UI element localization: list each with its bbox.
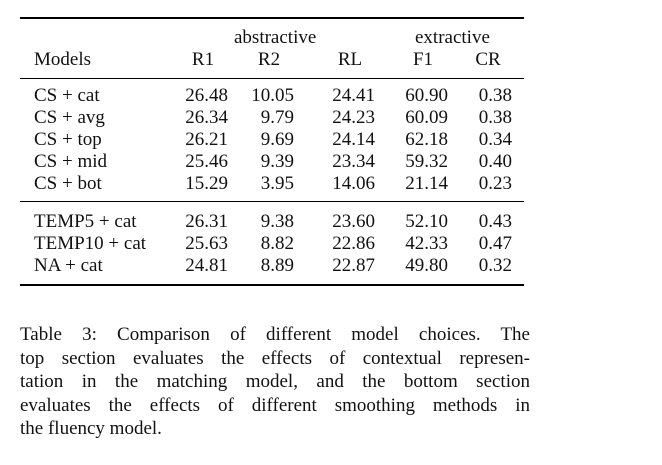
rl-value: 23.60 (332, 211, 375, 232)
model-name: TEMP5 + cat (34, 211, 137, 232)
rl-value: 24.14 (332, 129, 375, 150)
table-top-rule (20, 17, 524, 19)
r1-value: 26.21 (185, 129, 228, 150)
model-name: NA + cat (34, 255, 103, 276)
model-name: CS + cat (34, 85, 100, 106)
r1-value: 25.46 (185, 151, 228, 172)
f1-value: 60.90 (405, 85, 448, 106)
f1-value: 21.14 (405, 173, 448, 194)
column-header-f1: F1 (412, 49, 434, 70)
rl-value: 24.41 (332, 85, 375, 106)
r1-value: 26.31 (185, 211, 228, 232)
table-caption: Table 3: Comparison of different model c… (20, 323, 530, 441)
caption-line: tation in the matching model, and the bo… (20, 371, 530, 393)
extractive-group-header: extractive (415, 27, 490, 48)
rl-value: 23.34 (332, 151, 375, 172)
r2-value: 10.05 (251, 85, 294, 106)
r2-value: 8.89 (260, 255, 294, 276)
f1-value: 60.09 (405, 107, 448, 128)
column-header-r1: R1 (191, 49, 215, 70)
r2-value: 9.39 (260, 151, 294, 172)
r1-value: 26.34 (185, 107, 228, 128)
r1-value: 24.81 (185, 255, 228, 276)
r2-value: 3.95 (260, 173, 294, 194)
caption-line: Table 3: Comparison of different model c… (20, 324, 530, 345)
caption-line: evaluates the effects of different smoot… (20, 394, 530, 416)
cr-value: 0.23 (478, 173, 512, 194)
abstractive-group-header: abstractive (234, 27, 317, 48)
table-section-rule (20, 201, 524, 202)
cr-value: 0.47 (478, 233, 512, 254)
column-header-r2: R2 (257, 49, 281, 70)
model-name: CS + avg (34, 107, 105, 128)
f1-value: 49.80 (405, 255, 448, 276)
cr-value: 0.34 (478, 129, 512, 150)
r2-value: 8.82 (260, 233, 294, 254)
rl-value: 14.06 (332, 173, 375, 194)
r2-value: 9.38 (260, 211, 294, 232)
column-header-rl: RL (337, 49, 363, 70)
column-header-cr: CR (475, 49, 501, 70)
r1-value: 26.48 (185, 85, 228, 106)
f1-value: 42.33 (405, 233, 448, 254)
r2-value: 9.69 (260, 129, 294, 150)
model-name: CS + top (34, 129, 102, 150)
rl-value: 22.87 (332, 255, 375, 276)
f1-value: 52.10 (405, 211, 448, 232)
rl-value: 24.23 (332, 107, 375, 128)
table-header-rule (20, 78, 524, 79)
r1-value: 15.29 (185, 173, 228, 194)
f1-value: 62.18 (405, 129, 448, 150)
rl-value: 22.86 (332, 233, 375, 254)
caption-line: top section evaluates the effects of con… (20, 347, 530, 369)
r1-value: 25.63 (185, 233, 228, 254)
column-header-models: Models (34, 49, 91, 70)
model-name: CS + mid (34, 151, 108, 172)
table-bottom-rule (20, 284, 524, 286)
caption-line: the fluency model. (20, 418, 162, 440)
cr-value: 0.40 (478, 151, 512, 172)
r2-value: 9.79 (260, 107, 294, 128)
model-name: CS + bot (34, 173, 102, 194)
cr-value: 0.38 (478, 85, 512, 106)
model-name: TEMP10 + cat (34, 233, 147, 254)
cr-value: 0.32 (478, 255, 512, 276)
cr-value: 0.38 (478, 107, 512, 128)
f1-value: 59.32 (405, 151, 448, 172)
cr-value: 0.43 (478, 211, 512, 232)
